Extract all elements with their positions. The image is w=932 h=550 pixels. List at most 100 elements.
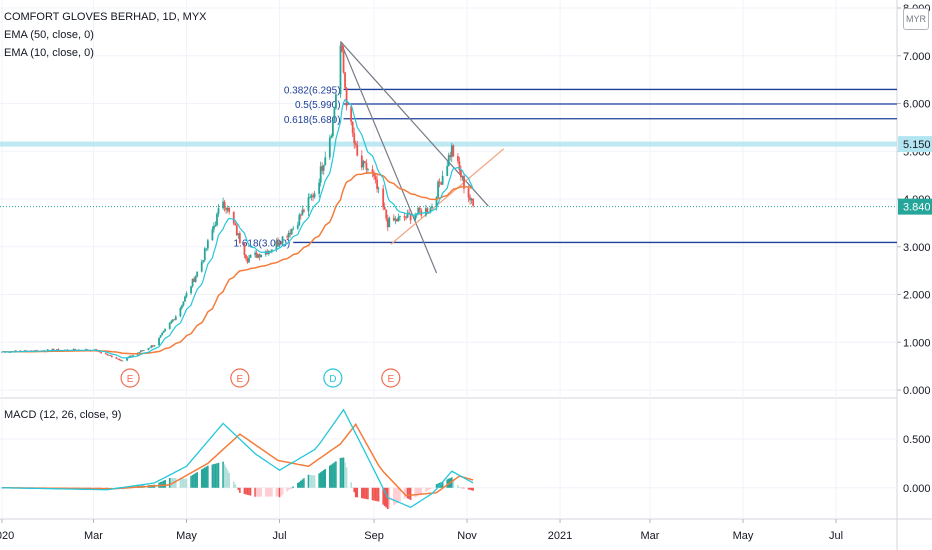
candle-body [170, 321, 173, 323]
macd-histogram-bar [362, 487, 365, 499]
candle-body [450, 145, 453, 157]
macd-histogram-bar [161, 481, 163, 488]
candle [245, 254, 247, 261]
macd-histogram-bar [207, 465, 209, 488]
channel-trendline[interactable] [390, 148, 505, 245]
candle-body [345, 87, 348, 107]
candle [191, 278, 194, 288]
candle [438, 178, 441, 188]
price-tick-label: 6.000 [903, 99, 931, 111]
candle [469, 194, 471, 205]
candle [286, 234, 289, 241]
macd-histogram-bar [329, 465, 331, 488]
macd-histogram-bar [260, 487, 262, 497]
candle-body [470, 198, 473, 201]
candle-body [100, 352, 103, 354]
candle-body [399, 216, 401, 217]
macd-histogram-bar [182, 478, 185, 488]
time-tick-label: May [733, 530, 754, 542]
macd-histogram-bar [249, 487, 252, 496]
candle-body [245, 255, 247, 259]
resistance-trendline[interactable] [340, 41, 489, 207]
candle [281, 236, 284, 245]
macd-histogram-bar [356, 487, 359, 498]
macd-histogram-bar [310, 475, 313, 488]
candle [249, 254, 252, 258]
candle-body [258, 254, 261, 258]
candle [351, 121, 354, 137]
candle-body [287, 232, 290, 238]
candle [110, 355, 113, 358]
earnings-event-marker[interactable]: E [230, 368, 250, 388]
candle [171, 318, 174, 323]
macd-histogram-bar [309, 474, 311, 488]
currency-badge[interactable]: MYR [903, 8, 929, 30]
candle-body [472, 198, 475, 206]
candle-body [278, 243, 281, 246]
macd-tick-label: 0.000 [903, 483, 931, 495]
candle-body [228, 207, 231, 212]
candle [243, 242, 246, 259]
candle-body [351, 121, 354, 134]
macd-histogram-bar [440, 482, 442, 488]
ema10-legend[interactable]: EMA (10, close, 0) [4, 47, 94, 59]
candle [296, 221, 299, 230]
candle [392, 214, 395, 222]
macd-histogram-bar [313, 475, 316, 488]
candle-body [418, 207, 421, 211]
macd-histogram-bar [333, 462, 336, 488]
trend-lines[interactable] [339, 41, 505, 274]
candle-body [19, 350, 22, 352]
last-price-line: 3.840 [0, 198, 932, 215]
candle [289, 229, 292, 238]
fibonacci-levels[interactable]: 0.382(6.295) 0.5(5.990) 0.618(5.680) 1.618(… [233, 85, 897, 249]
macd-histogram-bar [290, 487, 293, 489]
candle [150, 344, 153, 349]
candle-body [211, 229, 214, 241]
event-marker-circle[interactable] [120, 368, 140, 388]
macd-histogram-bar [457, 485, 459, 488]
earnings-event-marker[interactable]: E [381, 368, 401, 388]
macd-histogram-bar [425, 487, 427, 492]
macd-histogram-bar [382, 487, 384, 505]
candle [405, 215, 407, 221]
candle-body [322, 165, 325, 171]
candle-body [147, 348, 150, 351]
candle-body [342, 51, 345, 73]
earnings-event-marker[interactable]: E [120, 368, 140, 388]
macd-histogram-bar [184, 478, 186, 488]
candle [132, 354, 135, 357]
resistance-trendline[interactable] [339, 41, 438, 274]
candle [205, 248, 208, 252]
macd-histogram [1, 457, 474, 510]
macd-histogram-bar [278, 487, 281, 498]
event-marker-circle[interactable] [323, 368, 343, 388]
candle-body [126, 357, 128, 361]
candle-body [110, 355, 113, 358]
dividend-event-marker[interactable]: D [323, 368, 343, 388]
event-marker-circle[interactable] [381, 368, 401, 388]
candle-body [362, 161, 365, 168]
candle-body [254, 252, 257, 255]
candle-body [206, 240, 209, 249]
macd-legend[interactable]: MACD (12, 26, close, 9) [4, 409, 122, 421]
candle [254, 250, 257, 258]
candle-body [270, 249, 273, 252]
candle-body [255, 252, 258, 258]
macd-histogram-bar [228, 473, 230, 488]
macd-histogram-bar [461, 487, 464, 489]
macd-histogram-bar [303, 478, 305, 488]
macd-histogram-bar [426, 487, 429, 491]
candle [19, 350, 22, 352]
macd-histogram-bar [373, 487, 375, 501]
candle [258, 253, 261, 261]
candle [260, 254, 263, 258]
ema50-legend[interactable]: EMA (50, close, 0) [4, 29, 94, 41]
candle [470, 197, 473, 204]
event-marker-circle[interactable] [230, 368, 250, 388]
candle [318, 178, 321, 198]
candle [223, 199, 226, 212]
symbol-title[interactable]: COMFORT GLOVES BERHAD, 1D, MYX [4, 11, 207, 23]
